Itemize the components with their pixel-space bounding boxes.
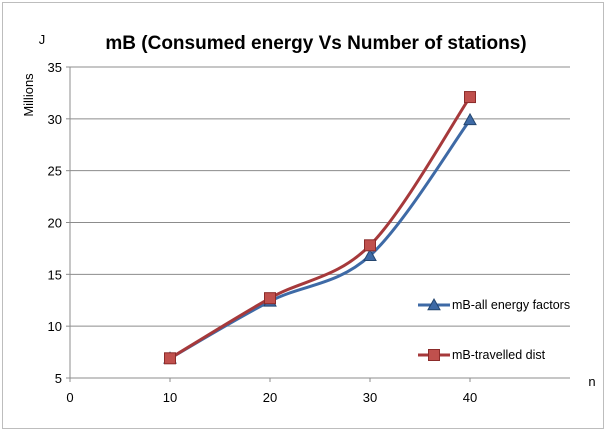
legend-label-1: mB-travelled dist (452, 348, 546, 362)
y-tick-label-15: 15 (48, 267, 62, 282)
y-tick-label-35: 35 (48, 60, 62, 75)
data-point-1-10 (164, 352, 176, 365)
y-tick-label-30: 30 (48, 112, 62, 127)
legend-label-0: mB-all energy factors (452, 298, 570, 312)
data-point-0-30 (363, 248, 377, 261)
series-square (164, 91, 476, 365)
y-tick-label-20: 20 (48, 216, 62, 231)
legend-item-1: mB-travelled dist (418, 348, 546, 362)
x-tick-label-30: 30 (363, 390, 377, 405)
x-tick-label-20: 20 (263, 390, 277, 405)
legend-item-0: mB-all energy factors (418, 297, 570, 312)
y-tick-label-5: 5 (55, 371, 62, 386)
gridlines (70, 66, 570, 327)
y-tick-label-25: 25 (48, 164, 62, 179)
x-axis-label: n (588, 374, 595, 389)
y-tick-label-10: 10 (48, 319, 62, 334)
chart-frame (2, 2, 604, 429)
series-line-0 (169, 118, 472, 360)
data-point-0-40 (463, 112, 477, 126)
data-point-1-40 (464, 91, 476, 104)
x-tick-label-0: 0 (66, 390, 73, 405)
x-tick-label-10: 10 (163, 390, 177, 405)
legend-marker-0 (427, 297, 441, 311)
x-tick-label-40: 40 (463, 390, 477, 405)
y-axis-scale-label: Millions (21, 73, 36, 117)
data-point-1-20 (264, 292, 276, 305)
y-axis-unit-label: J (39, 32, 46, 47)
series-line-1 (169, 96, 472, 360)
axes (66, 66, 570, 382)
legend: mB-all energy factors mB-travelled dist (418, 297, 570, 362)
chart-title: mB (Consumed energy Vs Number of station… (105, 33, 526, 54)
data-point-1-30 (364, 239, 376, 252)
legend-marker-1 (428, 349, 440, 361)
series-group (163, 91, 477, 365)
tick-labels: 5 10 15 20 25 30 35 0 10 20 30 40 (48, 60, 478, 405)
